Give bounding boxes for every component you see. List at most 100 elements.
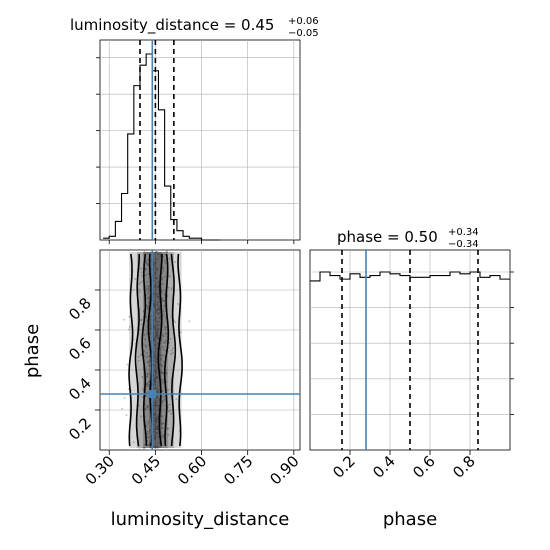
scatter-point (155, 415, 158, 418)
scatter-point (154, 371, 157, 374)
scatter-point (152, 387, 155, 390)
scatter-point (149, 446, 152, 449)
scatter-point (146, 375, 149, 378)
scatter-point (162, 354, 165, 357)
scatter-point (163, 398, 166, 401)
scatter-point (157, 320, 160, 323)
scatter-point (161, 422, 164, 425)
scatter-point (145, 424, 148, 427)
scatter-point (188, 320, 191, 323)
scatter-point (153, 404, 156, 407)
scatter-point (164, 262, 167, 265)
bottom-left-xtick-label: 0.60 (174, 452, 210, 488)
scatter-point (156, 268, 159, 271)
scatter-point (155, 320, 158, 323)
scatter-point (165, 326, 168, 329)
scatter-point (158, 249, 161, 252)
scatter-point (167, 388, 170, 391)
scatter-point (147, 288, 150, 291)
scatter-point (161, 427, 164, 430)
top-left-title: luminosity_distance = 0.45 (70, 16, 274, 35)
scatter-point (164, 341, 167, 344)
scatter-point (155, 277, 158, 280)
x-axis-label-phase: phase (383, 509, 437, 530)
scatter-point (128, 315, 131, 318)
scatter-point (154, 328, 157, 331)
scatter-point (149, 249, 152, 252)
scatter-point (145, 304, 148, 307)
scatter-point (154, 376, 157, 379)
bottom-left-contour (163, 253, 170, 447)
scatter-point (175, 398, 178, 401)
scatter-point (139, 281, 142, 284)
top-left-histogram-step (103, 53, 220, 241)
scatter-point (170, 412, 173, 415)
scatter-point (145, 384, 148, 387)
scatter-point (157, 428, 160, 431)
scatter-point (155, 376, 158, 379)
scatter-point (132, 448, 135, 451)
scatter-point (161, 400, 164, 403)
scatter-point (153, 305, 156, 308)
scatter-point (145, 345, 148, 348)
scatter-point (161, 297, 164, 300)
bottom-left-ytick-label: 0.2 (65, 414, 95, 444)
bottom-left-contour (147, 253, 153, 447)
scatter-point (156, 249, 159, 252)
scatter-point (161, 365, 164, 368)
scatter-point (154, 285, 157, 288)
scatter-point (156, 258, 159, 261)
bottom-left-contour (170, 253, 177, 447)
scatter-point (172, 347, 175, 350)
bottom-right-title-sub: −0.34 (448, 239, 479, 250)
scatter-point (167, 410, 170, 413)
scatter-point (149, 332, 152, 335)
scatter-point (148, 385, 151, 388)
scatter-point (161, 266, 164, 269)
scatter-point (140, 267, 143, 270)
scatter-point (162, 310, 165, 313)
scatter-point (164, 448, 167, 451)
scatter-point (147, 305, 150, 308)
scatter-point (168, 403, 171, 406)
bottom-left-contour (134, 254, 140, 447)
scatter-point (158, 317, 161, 320)
scatter-point (156, 304, 159, 307)
scatter-point (132, 441, 135, 444)
scatter-point (146, 430, 149, 433)
bottom-right-xtick-label: 0.2 (329, 452, 359, 482)
scatter-point (146, 252, 149, 255)
top-left-title-sub: −0.05 (288, 28, 319, 39)
scatter-point (154, 271, 157, 274)
x-axis-label-luminosity-distance: luminosity_distance (111, 509, 290, 530)
scatter-point (174, 261, 177, 264)
scatter-point (161, 372, 164, 375)
scatter-point (170, 287, 173, 290)
scatter-point (156, 329, 159, 332)
scatter-point (126, 363, 129, 366)
scatter-point (154, 448, 157, 451)
scatter-point (137, 288, 140, 291)
scatter-point (161, 276, 164, 279)
scatter-point (154, 437, 157, 440)
scatter-point (144, 355, 147, 358)
top-left-title-sup: +0.06 (288, 16, 319, 27)
scatter-point (156, 308, 159, 311)
scatter-point (155, 335, 158, 338)
scatter-point (153, 262, 156, 265)
scatter-point (167, 286, 170, 289)
scatter-point (146, 422, 149, 425)
scatter-point (138, 282, 141, 285)
scatter-point (146, 352, 149, 355)
scatter-point (142, 310, 145, 313)
scatter-point (165, 250, 168, 253)
scatter-point (163, 299, 166, 302)
scatter-point (157, 388, 160, 391)
scatter-point (155, 387, 158, 390)
scatter-point (141, 396, 144, 399)
scatter-point (146, 432, 149, 435)
scatter-point (153, 428, 156, 431)
scatter-point (160, 381, 163, 384)
scatter-point (167, 433, 170, 436)
